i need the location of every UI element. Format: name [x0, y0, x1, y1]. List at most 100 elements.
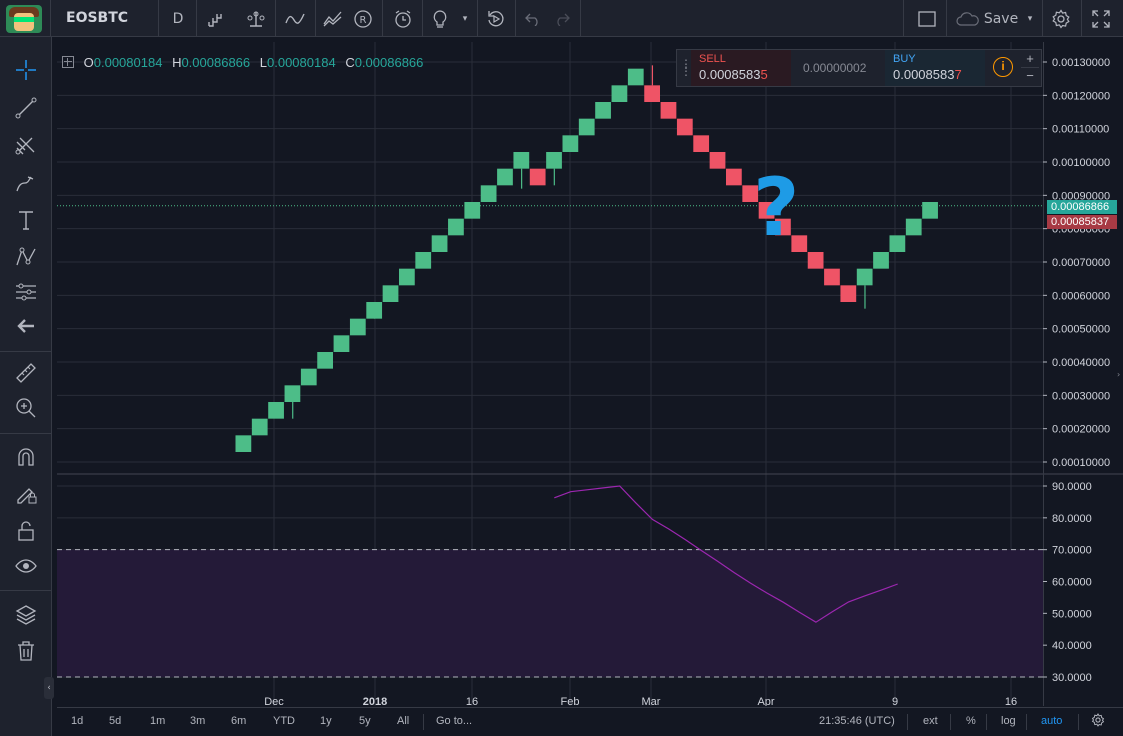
- chevron-down-icon[interactable]: ▾: [462, 13, 468, 24]
- info-icon[interactable]: i: [993, 57, 1013, 77]
- eye-icon[interactable]: [13, 553, 39, 579]
- range-1y[interactable]: 1y: [320, 715, 332, 727]
- rsi-tick-label: 80.0000: [1052, 513, 1092, 525]
- renko-brick: [758, 202, 775, 219]
- cloud-icon: [952, 0, 984, 37]
- magnet-icon[interactable]: [13, 444, 39, 470]
- indicators-icon[interactable]: [282, 0, 308, 37]
- close-value: 0.00086866: [354, 55, 424, 70]
- financials-icon[interactable]: [320, 0, 346, 37]
- divider: [1026, 714, 1027, 730]
- zoom-in-icon[interactable]: [13, 395, 39, 421]
- alert-icon[interactable]: [390, 0, 416, 37]
- renko-brick: [382, 285, 399, 302]
- log-toggle[interactable]: log: [1001, 715, 1016, 727]
- layers-icon[interactable]: [13, 602, 39, 628]
- text-tool-icon[interactable]: [13, 207, 39, 233]
- lock-drawings-icon[interactable]: [13, 481, 39, 507]
- save-button[interactable]: Save: [983, 10, 1019, 27]
- trade-panel: ⋮ ⋮ SELL 0.00085835 0.00000002 BUY 0.0008…: [676, 49, 1042, 87]
- renko-brick: [889, 235, 906, 252]
- percent-toggle[interactable]: %: [966, 715, 976, 727]
- divider: [196, 0, 197, 37]
- price-tick-label: 0.00040000: [1052, 357, 1110, 369]
- divider: [275, 0, 276, 37]
- goto-button[interactable]: Go to...: [436, 715, 473, 727]
- open-value: 0.00080184: [93, 55, 163, 70]
- unlock-icon[interactable]: [13, 518, 39, 544]
- settings-icon[interactable]: [1047, 0, 1075, 37]
- divider: [382, 0, 383, 37]
- range-5d[interactable]: 5d: [109, 715, 122, 727]
- range-ytd[interactable]: YTD: [273, 715, 295, 727]
- crosshair-icon[interactable]: [13, 57, 39, 83]
- divider: [1081, 0, 1082, 37]
- axis-scroll-handle-icon[interactable]: ›: [1117, 370, 1121, 379]
- prediction-icon[interactable]: [13, 279, 39, 305]
- rsi-tick-label: 70.0000: [1052, 545, 1092, 557]
- rsi-line: [554, 485, 898, 623]
- divider: [1078, 714, 1079, 730]
- brush-icon[interactable]: [13, 170, 39, 196]
- interval-button[interactable]: D: [172, 10, 184, 27]
- ext-toggle[interactable]: ext: [923, 715, 938, 727]
- clock-time[interactable]: 21:35:46 (UTC): [819, 715, 895, 727]
- minus-button[interactable]: −: [1026, 68, 1034, 83]
- renko-brick: [251, 418, 268, 436]
- divider: [903, 0, 904, 37]
- replay-r-icon[interactable]: R: [351, 0, 375, 37]
- axis-settings-icon[interactable]: [1091, 713, 1105, 730]
- range-1m[interactable]: 1m: [150, 715, 166, 727]
- save-menu-chevron-icon[interactable]: ▾: [1027, 13, 1033, 24]
- ohlc-legend: O0.00080184 H0.00086866 L0.00080184 C0.0…: [62, 55, 423, 70]
- undo-icon[interactable]: [521, 0, 545, 37]
- renko-brick: [349, 318, 366, 336]
- pitchfork-icon[interactable]: [13, 133, 39, 159]
- divider: [423, 714, 424, 730]
- divider: [0, 590, 52, 591]
- drag-handle-icon[interactable]: ⋮ ⋮: [680, 57, 692, 78]
- avatar[interactable]: [6, 5, 42, 33]
- range-all[interactable]: All: [397, 715, 410, 727]
- back-arrow-icon[interactable]: [13, 313, 39, 339]
- range-6m[interactable]: 6m: [231, 715, 247, 727]
- sell-button[interactable]: SELL 0.00085835: [691, 50, 791, 86]
- legend-toggle-icon[interactable]: [62, 56, 74, 68]
- layout-icon[interactable]: [913, 0, 941, 37]
- divider: [950, 714, 951, 730]
- range-5y[interactable]: 5y: [359, 715, 371, 727]
- bars-style-icon[interactable]: [203, 0, 229, 37]
- symbol-search-button[interactable]: EOSBTC: [66, 10, 129, 26]
- renko-brick: [824, 268, 840, 286]
- ideas-icon[interactable]: [428, 0, 452, 37]
- collapse-toolbar-icon[interactable]: ‹: [44, 677, 54, 699]
- renko-brick: [268, 402, 284, 419]
- renko-brick: [595, 102, 611, 119]
- question-mark-annotation[interactable]: ?: [753, 161, 800, 254]
- auto-toggle[interactable]: auto: [1041, 715, 1063, 727]
- redo-icon[interactable]: [550, 0, 574, 37]
- renko-brick: [905, 218, 922, 236]
- rsi-band: [57, 549, 1043, 677]
- trash-icon[interactable]: [13, 638, 39, 664]
- pattern-icon[interactable]: [13, 244, 39, 270]
- plus-button[interactable]: +: [1021, 51, 1039, 68]
- fullscreen-icon[interactable]: [1087, 0, 1115, 37]
- range-3m[interactable]: 3m: [190, 715, 206, 727]
- renko-brick: [480, 185, 497, 202]
- renko-brick: [300, 368, 317, 386]
- buy-button[interactable]: BUY 0.00085837: [885, 50, 985, 86]
- range-1d[interactable]: 1d: [71, 715, 84, 727]
- ruler-icon[interactable]: [13, 360, 39, 386]
- trend-line-icon[interactable]: [13, 95, 39, 121]
- divider: [986, 714, 987, 730]
- avatar-hair: [9, 7, 39, 17]
- chart-canvas[interactable]: 0.00130000 0.00120000 0.00110000 0.00100000…: [57, 42, 1123, 706]
- price-tick-label: 0.00050000: [1052, 324, 1110, 336]
- renko-brick: [317, 352, 333, 369]
- renko-brick: [660, 102, 677, 119]
- replay-icon[interactable]: [483, 0, 509, 37]
- renko-brick: [431, 235, 448, 252]
- renko-brick: [840, 285, 857, 302]
- compare-icon[interactable]: [243, 0, 269, 37]
